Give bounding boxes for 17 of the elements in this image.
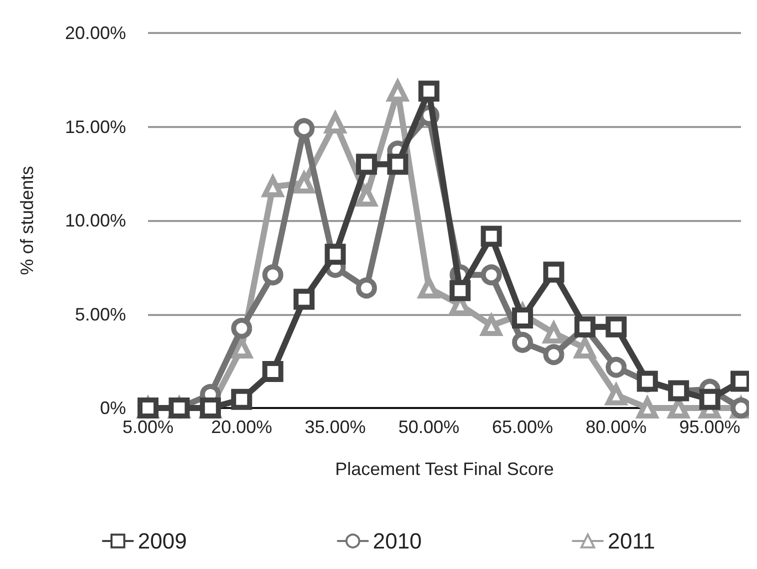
x-tick-label: 65.00%	[492, 417, 554, 437]
x-tick-label: 50.00%	[398, 417, 460, 437]
y-tick-label: 15.00%	[64, 116, 126, 137]
y-tick-label: 0%	[100, 398, 126, 418]
y-axis-title: % of students	[17, 166, 37, 276]
x-tick-label: 5.00%	[122, 417, 174, 437]
y-tick-label: 20.00%	[64, 23, 126, 43]
x-tick-label: 80.00%	[586, 417, 647, 437]
x-tick-label: 35.00%	[304, 417, 366, 437]
y-tick-label: 10.00%	[64, 210, 126, 230]
y-tick-label: 5.00%	[74, 304, 126, 324]
legend-label: 2011	[608, 528, 656, 554]
legend-label: 2010	[372, 528, 422, 554]
x-tick-label: 95.00%	[679, 417, 740, 437]
x-axis-title: Placement Test Final Score	[335, 459, 554, 479]
x-tick-label: 20.00%	[211, 417, 272, 437]
legend-label: 2009	[138, 528, 187, 554]
